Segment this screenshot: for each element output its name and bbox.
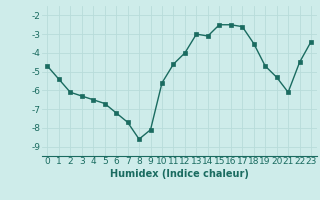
X-axis label: Humidex (Indice chaleur): Humidex (Indice chaleur): [110, 169, 249, 179]
